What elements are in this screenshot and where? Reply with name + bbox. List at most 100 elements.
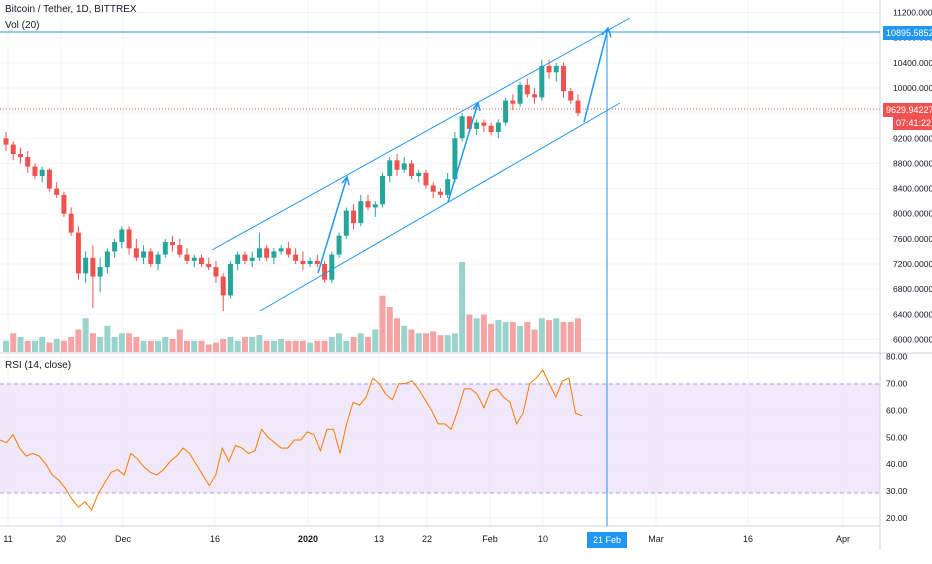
candle-body [126,229,132,249]
candle-body [336,235,342,255]
candle-body [235,254,241,264]
volume-bar [517,325,524,352]
candle-body [394,160,400,170]
volume-bar [379,295,386,352]
time-tick-label: Dec [115,534,132,544]
candle-body [213,267,219,277]
volume-bar [393,318,400,352]
volume-bar [104,325,111,352]
time-axis[interactable]: 11 20 Dec 16 2020 13 22 Feb 10 Mar 16 Apr [3,534,850,544]
rsi-tick-label: 40.00 [886,459,908,469]
candle-body [155,254,161,264]
volume-bar [147,340,154,352]
volume-bar [314,340,321,352]
candle-body [445,179,451,195]
volume-bar [336,333,343,352]
candle-body [416,172,422,176]
volume-bar [82,318,89,352]
candle-body [300,260,306,264]
time-tick-label: 13 [374,534,384,544]
volume-bar [480,314,487,352]
candle-body [322,264,328,280]
symbol-title[interactable]: Bitcoin / Tether, 1D, BITTREX [5,4,137,15]
candle-body [351,210,357,224]
candle-body [39,169,45,176]
volume-bar [560,322,567,352]
channel-upper-line[interactable] [211,17,631,251]
candle-body [517,84,523,104]
volume-bar [278,338,285,352]
time-tick-label: Apr [836,534,850,544]
volume-bar [68,337,75,352]
drawing-tools[interactable] [0,17,880,526]
price-tick-label: 6400.00000 [893,309,932,319]
volume-bar [509,322,516,352]
volume-bar [126,333,133,352]
rsi-tick-label: 30.00 [886,486,908,496]
volume-bar [372,329,379,352]
price-tick-label: 11200.00000 [893,8,932,18]
volume-bar [241,337,248,352]
time-tick-label: 20 [56,534,66,544]
volume-bar [502,322,509,352]
candle-body [561,66,567,92]
volume-bar [307,342,314,352]
volume-bar [169,338,176,352]
candle-body [83,257,89,274]
candle-body [437,191,443,195]
volume-legend[interactable]: Vol (20) [5,20,40,31]
candle-body [141,251,147,258]
volume-bar [488,323,495,352]
candle-body [264,248,270,258]
rsi-legend[interactable]: RSI (14, close) [5,360,72,371]
volume-bar [234,340,241,352]
rsi-tick-label: 60.00 [886,405,908,415]
volume-bar [567,322,574,352]
rsi-band [0,384,880,493]
rsi-line [0,369,583,511]
volume-bar [10,333,17,352]
volume-bar [162,337,169,352]
price-tick-label: 8800.00000 [893,158,932,168]
candle-body [553,66,559,73]
candle-body [575,100,581,114]
candle-body [285,248,291,255]
volume-bar [343,340,350,352]
rsi-series [0,369,583,511]
time-tick-label: 11 [3,534,12,544]
rsi-tick-label: 50.00 [886,432,908,442]
candle-body [148,251,154,264]
volume-bar [553,318,560,352]
time-tick-label: Feb [482,534,498,544]
rsi-axis[interactable]: 80.00 70.00 60.00 50.00 40.00 30.00 20.00 [886,352,908,523]
volume-bar [538,318,545,352]
price-tick-label: 7200.00000 [893,259,932,269]
volume-bar [459,262,466,352]
channel-lower-line[interactable] [259,102,621,312]
candle-body [220,276,226,296]
candle-body [249,257,255,261]
volume-bar [285,340,292,352]
projection-arrow-1[interactable] [317,176,348,274]
volume-bar [227,337,234,352]
candle-body [61,194,67,214]
volume-bar [270,340,277,352]
time-tick-label: Mar [648,534,664,544]
price-axis[interactable]: 11200.0000010800.0000010400.0000010000.0… [893,8,932,345]
candle-body [17,154,23,158]
volume-bar [97,337,104,352]
candle-body [46,169,52,189]
projection-arrow-3[interactable] [583,27,609,123]
volume-bar [140,340,147,352]
volume-bar [292,340,299,352]
volume-bar [31,340,38,352]
price-tick-label: 8400.00000 [893,184,932,194]
projection-arrow-2[interactable] [447,102,479,203]
candle-body [481,122,487,126]
candle-body [162,242,168,255]
volume-bar [524,322,531,352]
candle-body [25,157,31,167]
volume-bar [357,333,364,352]
volume-bar [24,340,31,352]
candle-body [524,84,530,95]
